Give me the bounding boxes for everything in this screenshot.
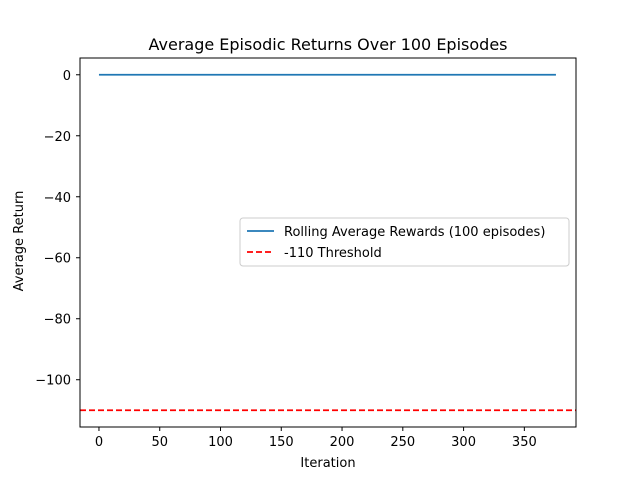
y-tick-label: −40 <box>44 191 71 206</box>
x-tick-label: 0 <box>95 435 103 450</box>
legend-label: Rolling Average Rewards (100 episodes) <box>284 225 545 240</box>
x-tick-label: 100 <box>208 435 233 450</box>
y-tick-label: 0 <box>63 69 71 84</box>
x-tick-label: 200 <box>330 435 355 450</box>
x-tick-label: 350 <box>512 435 537 450</box>
x-axis-ticks: 0 50 100 150 200 250 300 350 <box>95 427 537 450</box>
x-tick-label: 250 <box>390 435 415 450</box>
x-tick-label: 50 <box>151 435 168 450</box>
y-tick-label: −80 <box>44 313 71 328</box>
y-axis-label: Average Return <box>12 191 27 292</box>
x-tick-label: 300 <box>451 435 476 450</box>
legend-label: -110 Threshold <box>284 246 382 261</box>
x-tick-label: 150 <box>269 435 294 450</box>
x-axis-label: Iteration <box>300 456 355 471</box>
legend-box <box>239 217 570 267</box>
y-axis-ticks: 0 −20 −40 −60 −80 −100 <box>35 69 80 389</box>
y-tick-label: −20 <box>44 130 71 145</box>
axes-frame <box>79 57 577 428</box>
y-tick-label: −60 <box>44 252 71 267</box>
legend: Rolling Average Rewards (100 episodes) -1… <box>239 217 570 267</box>
plot-area <box>80 73 576 412</box>
y-tick-label: −100 <box>35 374 71 389</box>
chart-title: Average Episodic Returns Over 100 Episod… <box>149 35 508 54</box>
